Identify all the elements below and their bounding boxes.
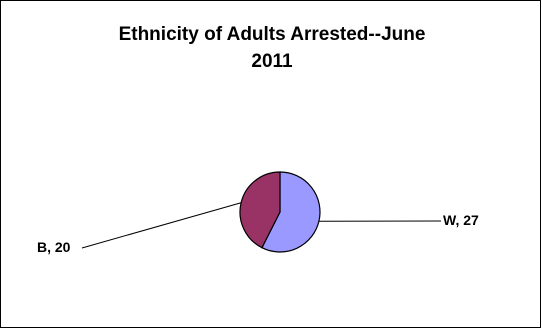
- pie-slice-b: [239, 171, 281, 249]
- leader-lines: [81, 202, 442, 249]
- data-label-w: W, 27: [443, 212, 479, 228]
- chart-title-line-1: Ethnicity of Adults Arrested--June: [118, 24, 426, 45]
- leader-line-b: [81, 202, 242, 249]
- data-label-b: B, 20: [37, 239, 71, 255]
- pie-slices: [239, 171, 321, 253]
- chart-title-line-2: 2011: [251, 51, 293, 72]
- chart-title: Ethnicity of Adults Arrested--June 2011: [1, 21, 542, 75]
